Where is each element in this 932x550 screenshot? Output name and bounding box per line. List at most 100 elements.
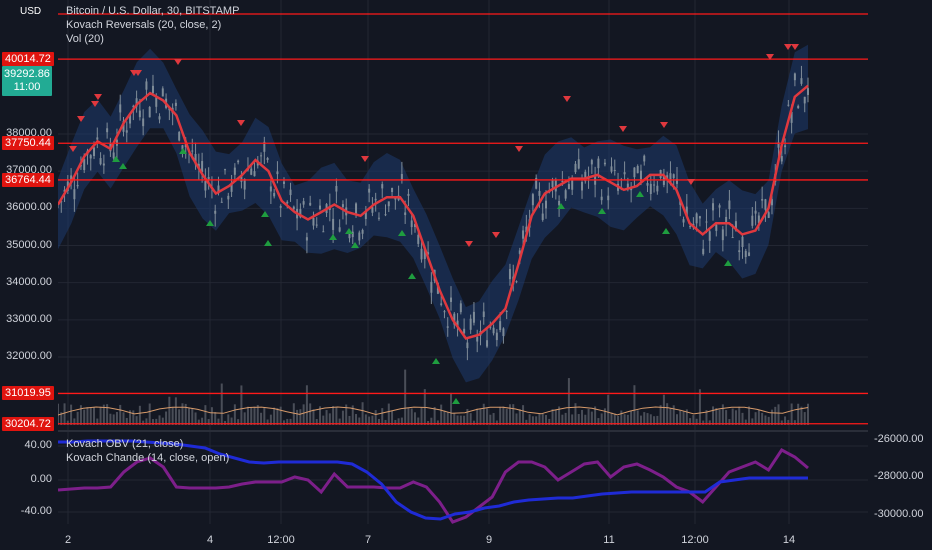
sell-signal-icon — [237, 120, 245, 126]
volume-bar — [800, 406, 803, 425]
sell-signal-icon — [687, 179, 695, 185]
volume-bar — [436, 420, 439, 425]
currency-button[interactable]: USD — [20, 6, 42, 17]
pane-separator[interactable] — [58, 430, 868, 432]
volume-bar — [554, 409, 557, 425]
volume-bar — [433, 406, 436, 425]
candle-body — [269, 186, 272, 192]
volume-bar — [328, 413, 331, 425]
sub-legend: Kovach OBV (21, close) Kovach Chande (14… — [66, 437, 229, 465]
price-chart-pane[interactable] — [56, 0, 868, 430]
volume-bar — [495, 420, 498, 425]
volume-bar — [129, 410, 132, 425]
candle-body — [400, 173, 403, 181]
volume-bar — [803, 412, 806, 425]
volume-bar — [276, 408, 279, 425]
volume-bar — [430, 417, 433, 425]
volume-bar — [299, 409, 302, 425]
volume-bar — [102, 404, 105, 425]
candle-body — [132, 105, 135, 108]
indicator-pane[interactable] — [57, 432, 868, 524]
candle-body — [469, 318, 472, 330]
level-price-tag: 30204.72 — [2, 416, 54, 431]
candle-body — [613, 169, 616, 171]
candle-body — [391, 187, 394, 193]
volume-bar — [508, 404, 511, 425]
volume-bar — [610, 412, 613, 425]
volume-bar — [522, 405, 525, 425]
volume-bar — [145, 418, 148, 425]
buy-signal-icon — [261, 211, 269, 217]
candle-body — [220, 201, 223, 203]
candle-body — [253, 171, 256, 177]
volume-bar — [315, 419, 318, 425]
volume-bar — [168, 396, 171, 425]
volume-bar — [767, 416, 770, 425]
legend-symbol[interactable]: Bitcoin / U.S. Dollar, 30, BITSTAMP — [66, 5, 240, 17]
volume-bar — [607, 394, 610, 425]
volume-bar — [567, 378, 570, 425]
volume-bar — [286, 418, 289, 425]
volume-bar — [413, 412, 416, 425]
candle-body — [492, 327, 495, 334]
legend-indicator-chande[interactable]: Kovach Chande (14, close, open) — [66, 452, 230, 464]
volume-bar — [289, 418, 292, 425]
volume-bar — [692, 415, 695, 425]
candle-body — [250, 168, 253, 175]
legend-indicator-volume[interactable]: Vol (20) — [66, 33, 104, 45]
volume-bar — [502, 406, 505, 425]
candle-body — [669, 173, 672, 184]
candle-body — [482, 311, 485, 318]
candle-body — [748, 252, 751, 256]
volume-bar — [698, 389, 701, 425]
buy-signal-icon — [329, 234, 337, 240]
buy-signal-icon — [206, 220, 214, 226]
volume-bar — [456, 415, 459, 425]
volume-bar — [561, 414, 564, 425]
volume-bar — [191, 408, 194, 425]
right-indicator-axis[interactable]: -26000.00 -28000.00 -30000.00 — [868, 0, 932, 550]
volume-bar — [558, 406, 561, 425]
volume-bar — [581, 409, 584, 425]
candle-body — [761, 199, 764, 201]
volume-bar — [122, 412, 125, 425]
legend-indicator-obv[interactable]: Kovach OBV (21, close) — [66, 438, 184, 450]
candle-body — [299, 209, 302, 218]
volume-bar — [387, 403, 390, 425]
candle-body — [581, 181, 584, 191]
indicator-chart-svg[interactable] — [57, 432, 868, 524]
volume-bar — [384, 419, 387, 425]
candle-body — [361, 229, 364, 234]
sell-signal-icon — [784, 44, 792, 50]
volume-bar — [404, 369, 407, 425]
volume-bar — [214, 412, 217, 425]
candle-body — [603, 162, 606, 165]
time-axis-label: 11 — [603, 534, 615, 546]
legend-indicator-reversals[interactable]: Kovach Reversals (20, close, 2) — [66, 19, 222, 31]
left-price-axis[interactable]: USD 38000.00 37000.00 36000.00 35000.00 3400… — [0, 0, 58, 550]
candle-body — [138, 110, 141, 118]
time-axis-label: 2 — [64, 534, 72, 546]
candle-body — [243, 179, 246, 190]
time-axis[interactable]: 2 4 12:00 7 9 11 12:00 14 — [0, 528, 932, 550]
volume-bar — [620, 410, 623, 425]
candle-body — [387, 201, 390, 207]
candle-body — [522, 230, 525, 239]
obv-line — [58, 439, 808, 521]
candle-body — [443, 311, 446, 313]
candle-body — [541, 213, 544, 220]
price-axis-label: 32000.00 — [6, 350, 52, 362]
volume-bar — [161, 417, 164, 425]
main-legend: Bitcoin / U.S. Dollar, 30, BITSTAMP Kova… — [66, 4, 239, 46]
volume-bar — [669, 408, 672, 425]
volume-bar — [325, 410, 328, 425]
volume-bar — [309, 403, 312, 425]
candle-body — [597, 158, 600, 169]
candle-body — [633, 167, 636, 178]
price-chart-svg[interactable] — [56, 0, 868, 430]
candle-body — [456, 320, 459, 327]
buy-signal-icon — [179, 148, 187, 154]
candle-body — [155, 96, 158, 107]
candle-body — [757, 215, 760, 224]
candle-body — [142, 118, 145, 127]
